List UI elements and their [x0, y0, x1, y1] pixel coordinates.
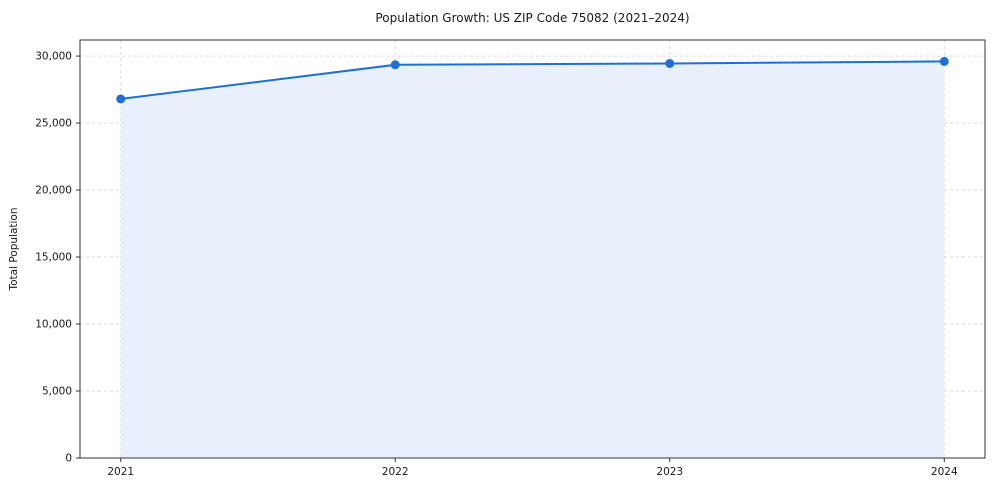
plot-border	[79, 39, 986, 459]
x-tick-label: 2021	[107, 466, 134, 478]
chart-title: Population Growth: US ZIP Code 75082 (20…	[375, 11, 690, 25]
data-point	[116, 94, 126, 104]
y-tick-label: 0	[65, 453, 72, 465]
data-point	[390, 60, 400, 70]
area-fill	[120, 61, 945, 458]
y-tick-label: 10,000	[35, 319, 72, 331]
y-axis-label: Total Population	[8, 207, 20, 291]
x-tick-label: 2022	[382, 466, 409, 478]
data-point	[665, 58, 675, 68]
y-tick-label: 20,000	[35, 185, 72, 197]
y-tick-label: 30,000	[35, 51, 72, 63]
data-line	[119, 60, 946, 100]
y-tick-label: 5,000	[42, 386, 72, 398]
y-tick-label: 25,000	[35, 118, 72, 130]
y-tick-label: 15,000	[35, 252, 72, 264]
x-tick-label: 2024	[931, 466, 958, 478]
data-point	[939, 56, 949, 66]
x-tick-label: 2023	[656, 466, 683, 478]
